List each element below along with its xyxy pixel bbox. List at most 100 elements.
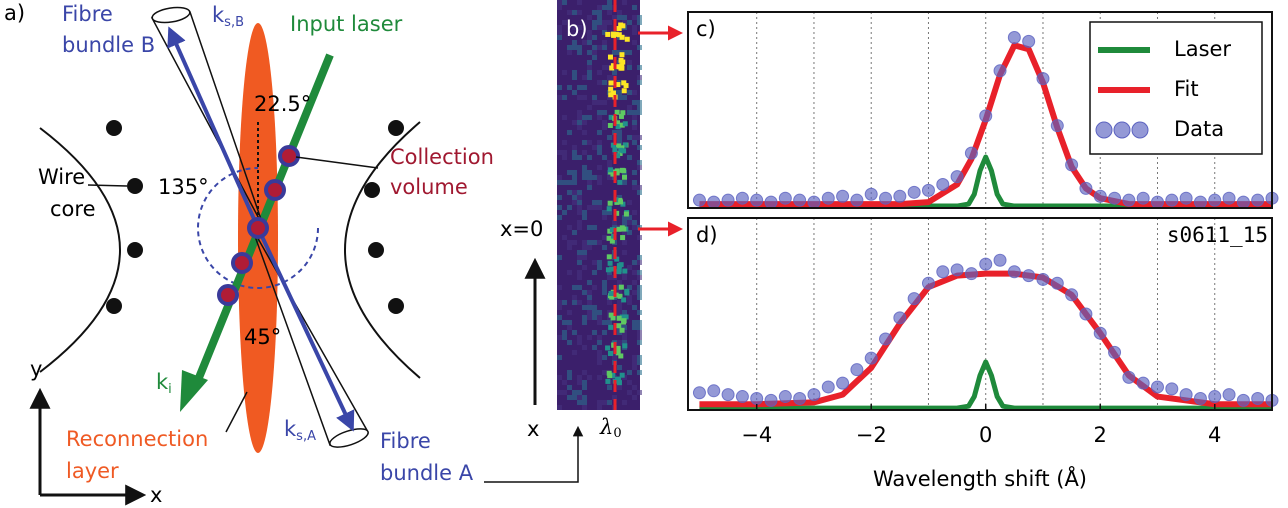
noise-pixel (617, 140, 622, 145)
data-point (1251, 193, 1265, 207)
noise-pixel (597, 265, 602, 270)
noise-pixel (587, 70, 592, 75)
blob-pixel (607, 200, 613, 206)
noise-pixel (582, 315, 587, 320)
data-point (821, 380, 835, 394)
noise-pixel (582, 140, 587, 145)
noise-pixel (557, 255, 562, 260)
data-point (1193, 195, 1207, 209)
noise-pixel (592, 20, 597, 25)
legend-label: Fit (1174, 77, 1199, 101)
noise-pixel (612, 355, 617, 360)
noise-pixel (632, 385, 637, 390)
noise-pixel (582, 130, 587, 135)
noise-pixel (632, 120, 637, 125)
noise-pixel (562, 155, 567, 160)
cone-b-end (151, 6, 191, 24)
legend-marker (1113, 121, 1131, 139)
noise-pixel (577, 10, 582, 15)
noise-pixel (637, 75, 642, 80)
blob-pixel (608, 312, 614, 318)
data-point (778, 191, 792, 205)
data-point (907, 185, 921, 199)
noise-pixel (602, 210, 607, 215)
blob-pixel (618, 65, 624, 71)
noise-pixel (557, 0, 562, 5)
noise-pixel (572, 120, 577, 125)
noise-pixel (562, 150, 567, 155)
noise-pixel (597, 375, 602, 380)
data-point (850, 193, 864, 207)
noise-pixel (632, 140, 637, 145)
noise-pixel (582, 245, 587, 250)
blob-pixel (619, 52, 625, 58)
noise-pixel (617, 95, 622, 100)
data-point (807, 388, 821, 402)
blob-pixel (609, 266, 615, 272)
wires (106, 120, 404, 314)
data-point (721, 193, 735, 207)
noise-pixel (607, 20, 612, 25)
noise-pixel (612, 395, 617, 400)
noise-pixel (567, 205, 572, 210)
noise-pixel (612, 220, 617, 225)
x-tick-label: −4 (741, 423, 772, 447)
noise-pixel (637, 275, 642, 280)
noise-pixel (582, 150, 587, 155)
data-point (735, 390, 749, 404)
noise-pixel (587, 185, 592, 190)
noise-pixel (597, 100, 602, 105)
blob-pixel (619, 327, 625, 333)
noise-pixel (592, 305, 597, 310)
leader (87, 184, 128, 187)
noise-pixel (627, 295, 632, 300)
noise-pixel (597, 315, 602, 320)
data-point (1193, 391, 1207, 405)
data-point (936, 177, 950, 191)
noise-pixel (597, 140, 602, 145)
blob-pixel (607, 122, 613, 128)
blob-pixel (618, 147, 624, 153)
noise-pixel (587, 175, 592, 180)
noise-pixel (632, 125, 637, 130)
noise-pixel (577, 270, 582, 275)
noise-pixel (572, 300, 577, 305)
noise-pixel (567, 50, 572, 55)
noise-pixel (567, 190, 572, 195)
noise-pixel (567, 170, 572, 175)
noise-pixel (597, 310, 602, 315)
noise-pixel (572, 45, 577, 50)
noise-pixel (637, 355, 642, 360)
noise-pixel (587, 140, 592, 145)
noise-pixel (632, 325, 637, 330)
noise-pixel (602, 80, 607, 85)
data-point (1093, 326, 1107, 340)
noise-pixel (577, 120, 582, 125)
noise-pixel (592, 315, 597, 320)
noise-pixel (597, 20, 602, 25)
axis-label: y (30, 357, 42, 381)
cone-a-end (329, 428, 369, 448)
panel-label: b) (566, 17, 588, 41)
data-point (1165, 382, 1179, 396)
noise-pixel (587, 245, 592, 250)
data-point (893, 189, 907, 203)
data-point (1222, 191, 1236, 205)
noise-pixel (577, 125, 582, 130)
noise-pixel (627, 90, 632, 95)
data-point (993, 253, 1007, 267)
noise-pixel (587, 290, 592, 295)
data-point (893, 311, 907, 325)
noise-pixel (607, 175, 612, 180)
noise-pixel (577, 225, 582, 230)
legend-label: Data (1174, 117, 1224, 141)
panel-label: d) (696, 223, 718, 247)
noise-pixel (562, 115, 567, 120)
wire-arc-right (344, 121, 421, 379)
data-point (964, 146, 978, 160)
blob-pixel (623, 83, 629, 89)
noise-pixel (572, 75, 577, 80)
noise-pixel (627, 20, 632, 25)
noise-pixel (622, 230, 627, 235)
